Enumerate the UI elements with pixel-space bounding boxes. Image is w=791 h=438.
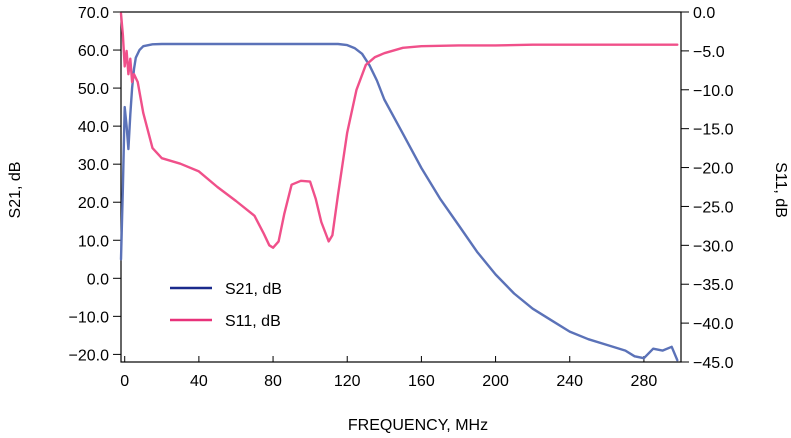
y-right-tick-label: −25.0 xyxy=(693,199,734,216)
y-right-tick-label: 0.0 xyxy=(693,5,715,22)
x-tick-label: 40 xyxy=(190,373,208,390)
y-left-tick-label: 20.0 xyxy=(78,195,109,212)
y-left-tick-label: 50.0 xyxy=(78,81,109,98)
series-lines xyxy=(119,12,679,362)
y-right-tick-label: −20.0 xyxy=(693,161,734,178)
x-tick-label: 80 xyxy=(264,373,282,390)
y-right-tick-label: −10.0 xyxy=(693,83,734,100)
y-right-tick-label: −30.0 xyxy=(693,238,734,255)
y-left-tick-label: 60.0 xyxy=(78,43,109,60)
x-tick-label: 120 xyxy=(334,373,361,390)
y-left-tick-label: 0.0 xyxy=(87,271,109,288)
y-axis-right: 0.0 −5.0 −10.0 −15.0 −20.0 −25.0 −30.0 −35.0 −40… xyxy=(681,5,734,372)
y-axis-right-label: S11, dB xyxy=(772,162,789,218)
x-tick-label: 200 xyxy=(482,373,509,390)
x-axis: 0 40 80 120 160 200 240 280 xyxy=(120,356,657,390)
y-right-tick-label: −5.0 xyxy=(693,44,725,61)
plot-frame xyxy=(120,11,682,363)
y-right-tick-label: −45.0 xyxy=(693,355,734,372)
legend-label-s11: S11, dB xyxy=(225,313,281,330)
y-right-tick-label: −40.0 xyxy=(693,316,734,333)
series-line-s11 xyxy=(119,12,679,249)
y-left-tick-label: 40.0 xyxy=(78,119,109,136)
y-right-tick-label: −35.0 xyxy=(693,277,734,294)
series-line-s21 xyxy=(119,42,679,362)
y-axis-left: 70.0 60.0 50.0 40.0 30.0 20.0 10.0 0.0 −10.0 −20.… xyxy=(69,5,121,364)
y-right-tick-label: −15.0 xyxy=(693,122,734,139)
legend: S21, dB S11, dB xyxy=(170,281,282,330)
y-axis-left-label: S21, dB xyxy=(7,162,24,219)
x-tick-label: 0 xyxy=(120,373,129,390)
x-axis-label: FREQUENCY, MHz xyxy=(348,417,488,434)
x-tick-label: 280 xyxy=(631,373,658,390)
y-left-tick-label: 70.0 xyxy=(78,5,109,22)
legend-label-s21: S21, dB xyxy=(225,281,282,298)
y-left-tick-label: 10.0 xyxy=(78,233,109,250)
y-left-tick-label: 30.0 xyxy=(78,157,109,174)
x-tick-label: 160 xyxy=(408,373,435,390)
y-left-tick-label: −10.0 xyxy=(69,309,110,326)
x-tick-label: 240 xyxy=(556,373,583,390)
y-left-tick-label: −20.0 xyxy=(69,347,110,364)
